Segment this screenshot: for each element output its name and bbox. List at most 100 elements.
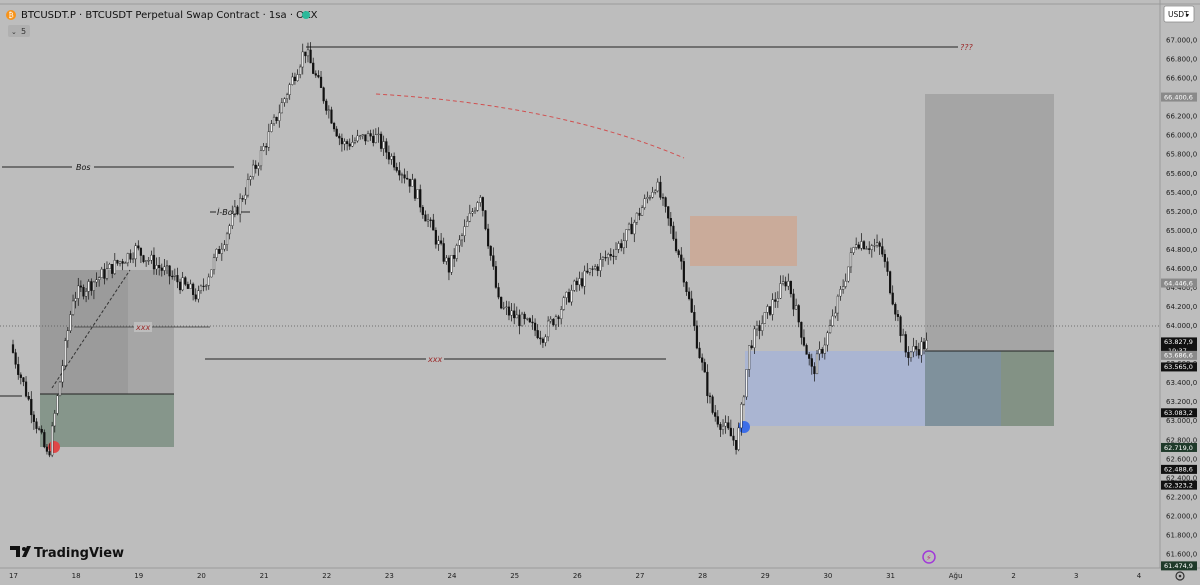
candle-body: [476, 202, 479, 211]
candle-body: [779, 283, 782, 299]
xxx-label-center[interactable]: xxx: [427, 355, 442, 364]
currency-button-label[interactable]: USDT: [1168, 10, 1189, 19]
red-marker[interactable]: [48, 441, 60, 453]
time-axis[interactable]: 17 18 19 20 21 22 23 24 25 26 27 28 29 30 31 Ağu 2 3 4: [9, 572, 1142, 580]
candle-body: [437, 240, 440, 245]
blue-marker[interactable]: [738, 421, 750, 433]
question-label[interactable]: ???: [960, 43, 973, 52]
candle-body: [160, 267, 163, 271]
candle-body: [774, 299, 777, 302]
price-tick-label: 61.600,0: [1166, 550, 1197, 558]
red-dashed-arc[interactable]: [375, 93, 685, 159]
trend-dashed-line[interactable]: [51, 269, 131, 389]
candle-body: [915, 346, 918, 350]
candle-body: [554, 316, 558, 326]
candle-body: [74, 298, 77, 302]
bos-label[interactable]: Bos: [76, 163, 91, 172]
i-bos-label[interactable]: İ-Bos: [217, 207, 237, 217]
xxx-label-left[interactable]: xxx: [135, 323, 150, 332]
candle-body: [202, 285, 205, 288]
candle-body: [113, 260, 116, 274]
candle-body: [220, 248, 223, 254]
candle-body: [539, 337, 542, 340]
candle-body: [526, 318, 529, 320]
price-axis[interactable]: 67.000,066.800,066.600,066.400,066.200,0…: [1166, 37, 1197, 559]
right-steel-zone: [925, 351, 1001, 426]
candle-body: [90, 281, 93, 291]
candle-body: [881, 246, 884, 255]
candle-body: [761, 323, 764, 331]
candle-body: [664, 197, 667, 207]
candle-body: [894, 304, 897, 315]
tradingview-logo-dot: [22, 547, 26, 551]
candles-layer: [11, 42, 928, 458]
candle-body: [416, 189, 419, 199]
candle-body: [656, 181, 659, 192]
candle-body: [562, 297, 565, 310]
tradingview-logo[interactable]: TradingView: [10, 546, 124, 561]
candle-body: [831, 315, 834, 326]
candle-body: [71, 300, 75, 315]
candle-body: [116, 260, 119, 264]
price-badges: 66.400,664.446,663.827,919:3763.686,663.…: [1161, 92, 1197, 571]
candle-body: [693, 312, 696, 326]
candle-body: [393, 156, 396, 168]
candle-body: [687, 291, 691, 300]
candle-body: [53, 413, 56, 427]
candle-body: [638, 212, 641, 216]
candle-body: [293, 76, 297, 82]
time-tick-label: 25: [510, 572, 519, 580]
price-badge-label: 63.565,0: [1164, 363, 1193, 371]
settings-button[interactable]: [1175, 571, 1185, 581]
candle-body: [265, 146, 268, 148]
candle-body: [594, 266, 597, 270]
lightning-button[interactable]: ⚡: [922, 550, 936, 564]
candle-body: [319, 76, 323, 88]
symbol-title[interactable]: BTCUSDT.P · BTCUSDT Perpetual Swap Contr…: [21, 10, 318, 21]
candle-body: [552, 318, 555, 326]
candle-body: [607, 254, 610, 258]
price-badge-label: 62.323,2: [1164, 481, 1193, 489]
candle-body: [883, 254, 886, 262]
candle-body: [152, 254, 156, 270]
candle-body: [547, 320, 550, 338]
gear-icon[interactable]: [1175, 571, 1185, 581]
candle-body: [789, 280, 793, 295]
candle-body: [711, 396, 714, 413]
candle-body: [225, 233, 229, 245]
candle-body: [181, 277, 184, 291]
candle-body: [643, 198, 646, 208]
candle-body: [142, 255, 145, 262]
candle-body: [902, 334, 905, 336]
candle-body: [620, 243, 623, 249]
currency-button[interactable]: [1163, 5, 1195, 23]
indicator-toggle-button[interactable]: [8, 25, 30, 37]
candle-body: [382, 141, 385, 149]
currency-button-group[interactable]: USDT ▾: [1163, 5, 1195, 23]
candle-body: [40, 429, 43, 433]
candle-body: [134, 245, 137, 260]
candle-body: [703, 362, 706, 373]
candle-body: [343, 141, 346, 145]
lightning-icon-circle[interactable]: [922, 550, 936, 564]
price-tick-label: 65.800,0: [1166, 151, 1197, 159]
candle-body: [834, 312, 837, 317]
candle-body: [233, 206, 236, 214]
price-tick-label: 66.800,0: [1166, 56, 1197, 64]
candle-body: [421, 206, 424, 215]
price-tick-label: 64.800,0: [1166, 246, 1197, 254]
candle-body: [408, 178, 411, 187]
time-tick-label: 30: [823, 572, 832, 580]
candle-body: [667, 206, 670, 219]
candle-body: [184, 277, 187, 285]
candle-body: [32, 414, 35, 422]
bitcoin-icon: [6, 10, 16, 20]
candle-body: [518, 314, 521, 327]
status-dot-icon[interactable]: [302, 11, 310, 19]
price-badge-label: 64.446,6: [1164, 279, 1193, 287]
price-badge-label: 61.474,9: [1164, 562, 1193, 570]
candle-body: [283, 98, 286, 103]
candle-body: [103, 268, 106, 279]
